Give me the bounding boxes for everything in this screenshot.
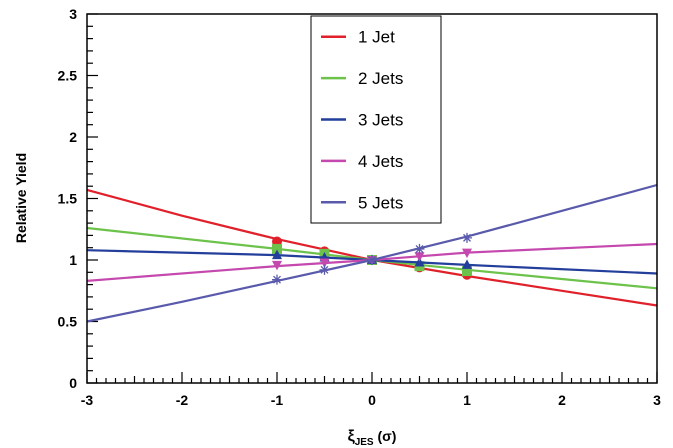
y-axis-ticks <box>87 13 98 384</box>
legend-box <box>310 15 442 224</box>
data-point <box>367 255 377 265</box>
legend-label: 3 Jets <box>358 111 403 130</box>
data-point <box>462 266 472 277</box>
x-tick-label: 3 <box>653 392 661 408</box>
y-tick-label: 3 <box>69 6 77 22</box>
y-tick-label: 0.5 <box>58 314 78 330</box>
x-tick-label: 0 <box>368 392 376 408</box>
legend-label: 5 Jets <box>358 193 403 212</box>
data-point <box>272 274 282 285</box>
data-point <box>462 259 472 269</box>
legend-label: 2 Jets <box>358 69 403 88</box>
x-axis-title-subscript: JES <box>355 437 374 448</box>
y-tick-label: 1 <box>69 252 77 268</box>
x-tick-label: 1 <box>463 392 471 408</box>
data-point <box>414 243 425 254</box>
y-tick-label: 2.5 <box>58 68 78 84</box>
data-point <box>272 260 282 271</box>
x-axis-title: ξJES (σ) <box>348 428 397 448</box>
x-tick-label: -2 <box>176 392 189 408</box>
y-axis-title: Relative Yield <box>13 153 29 243</box>
series-layer <box>86 183 658 323</box>
y-tick-label: 1.5 <box>58 191 78 207</box>
series-5 <box>86 183 658 323</box>
y-tick-label: 2 <box>69 129 77 145</box>
x-tick-label: -1 <box>271 392 284 408</box>
data-point <box>319 264 330 275</box>
x-axis-title-suffix: (σ) <box>374 428 397 444</box>
plot-frame <box>86 13 658 384</box>
data-point <box>272 243 282 254</box>
x-axis-title-main: ξ <box>348 428 356 445</box>
legend-label: 1 Jet <box>358 28 395 47</box>
x-axis-ticks <box>86 372 658 383</box>
x-tick-label: 2 <box>558 392 566 408</box>
data-point <box>272 249 282 260</box>
y-tick-label: 0 <box>69 375 77 391</box>
x-tick-label: -3 <box>81 392 94 408</box>
data-point <box>462 232 472 243</box>
legend-label: 4 Jets <box>358 152 403 171</box>
data-point <box>462 248 472 259</box>
data-point <box>319 258 330 268</box>
legend: 1 Jet 2 Jets 3 Jets 4 Jets 5 Jets <box>310 15 442 224</box>
data-point <box>414 252 425 262</box>
tick-labels: -3 -2 -1 0 1 2 3 0 0.5 1 1.5 2 2.5 3 <box>58 6 662 408</box>
